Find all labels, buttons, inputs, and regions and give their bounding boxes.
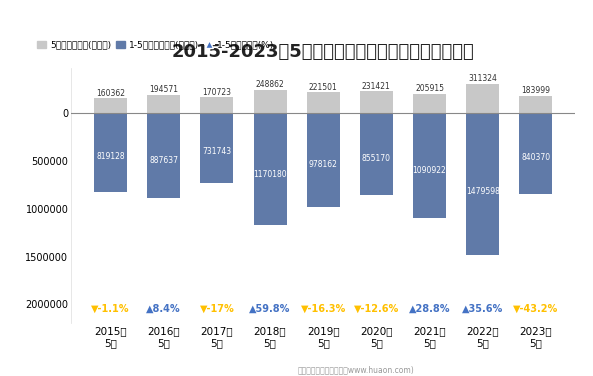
Text: ▼-17%: ▼-17% [199,304,234,314]
Text: ▼-12.6%: ▼-12.6% [353,304,399,314]
Bar [466,114,499,255]
Bar [307,92,340,114]
Text: 制图：华经产业研究院（www.huaon.com): 制图：华经产业研究院（www.huaon.com) [298,365,414,374]
Bar [466,84,499,114]
Text: ▲35.6%: ▲35.6% [462,304,503,314]
Text: 887637: 887637 [149,156,178,165]
Bar [94,98,127,114]
Text: 221501: 221501 [309,83,337,92]
Text: 194571: 194571 [149,85,178,94]
Text: 183999: 183999 [521,86,550,96]
Bar [360,91,393,114]
Text: ▲59.8%: ▲59.8% [249,304,291,314]
Text: 855170: 855170 [362,154,391,163]
Text: ▲8.4%: ▲8.4% [146,304,181,314]
Bar [254,90,286,114]
Bar [360,114,393,195]
Bar [307,114,340,207]
Text: 731743: 731743 [202,147,231,156]
Bar [413,114,446,218]
Bar [147,114,180,198]
Text: ▲28.8%: ▲28.8% [409,304,450,314]
Text: 1090922: 1090922 [413,166,447,175]
Bar [147,95,180,114]
Text: 978162: 978162 [309,160,337,169]
Text: 1479598: 1479598 [466,186,499,196]
Bar [519,96,552,114]
Text: 170723: 170723 [202,88,231,97]
Text: 311324: 311324 [468,74,497,83]
Text: 160362: 160362 [96,89,125,98]
Text: 231421: 231421 [362,82,391,91]
Bar [254,114,286,225]
Bar [200,97,234,114]
Text: ▼-43.2%: ▼-43.2% [513,304,559,314]
Title: 2015-2023年5月苏州工业园综合保税区进出口总额: 2015-2023年5月苏州工业园综合保税区进出口总额 [172,42,474,61]
Bar [94,114,127,192]
Text: ▼-16.3%: ▼-16.3% [301,304,346,314]
Text: 819128: 819128 [96,152,125,161]
Bar [413,94,446,114]
Bar [519,114,552,194]
Text: 205915: 205915 [415,84,444,93]
Text: ▼-1.1%: ▼-1.1% [91,304,130,314]
Text: 1170180: 1170180 [253,170,287,179]
Bar [200,114,234,183]
Text: 840370: 840370 [521,153,550,162]
Legend: 5月进出口总额(万美元), 1-5月进出口总额(万美元), 1-5月同比增速(%): 5月进出口总额(万美元), 1-5月进出口总额(万美元), 1-5月同比增速(%… [36,39,276,52]
Text: 248862: 248862 [256,80,285,89]
